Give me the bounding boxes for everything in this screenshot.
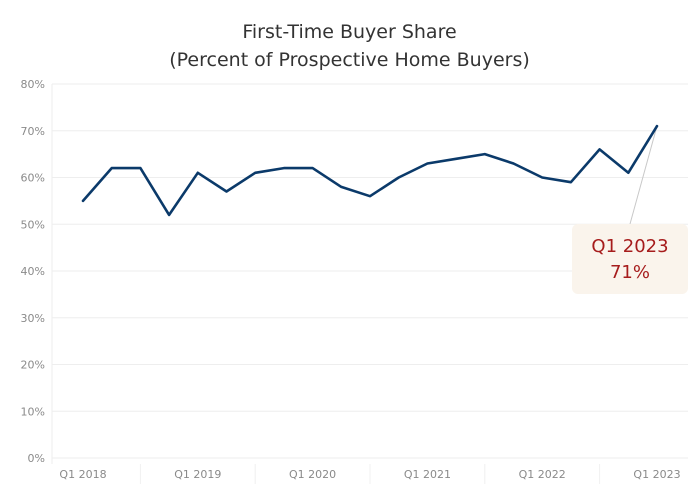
x-tick-label: Q1 2020 xyxy=(289,468,336,481)
y-tick-label: 50% xyxy=(21,218,45,231)
y-axis-ticks: 0% 10% 20% 30% 40% 50% 60% 70% 80% xyxy=(21,78,45,465)
annotation-period: Q1 2023 xyxy=(591,236,669,257)
y-tick-label: 10% xyxy=(21,405,45,418)
x-tick-label: Q1 2023 xyxy=(633,468,680,481)
y-tick-label: 20% xyxy=(21,359,45,372)
y-tick-label: 30% xyxy=(21,312,45,325)
x-tick-label: Q1 2021 xyxy=(404,468,451,481)
x-tick-label: Q1 2019 xyxy=(174,468,221,481)
annotation-value: 71% xyxy=(609,262,650,283)
chart-subtitle: (Percent of Prospective Home Buyers) xyxy=(169,49,530,71)
x-tick-label: Q1 2022 xyxy=(519,468,566,481)
y-tick-label: 60% xyxy=(21,172,45,185)
chart-title: First-Time Buyer Share xyxy=(242,21,457,43)
x-tick-label: Q1 2018 xyxy=(59,468,106,481)
y-tick-label: 70% xyxy=(21,125,45,138)
annotation-callout: Q1 2023 71% xyxy=(572,224,688,294)
chart-title-block: First-Time Buyer Share (Percent of Prosp… xyxy=(0,18,699,74)
series-line xyxy=(81,124,659,217)
y-tick-label: 0% xyxy=(28,452,45,465)
x-axis-ticks: Q1 2018 Q1 2019 Q1 2020 Q1 2021 Q1 2022 Q1 20… xyxy=(59,468,680,481)
y-tick-label: 80% xyxy=(21,78,45,91)
annotation-leader-line xyxy=(629,125,658,225)
y-tick-label: 40% xyxy=(21,265,45,278)
series-group xyxy=(81,124,659,217)
